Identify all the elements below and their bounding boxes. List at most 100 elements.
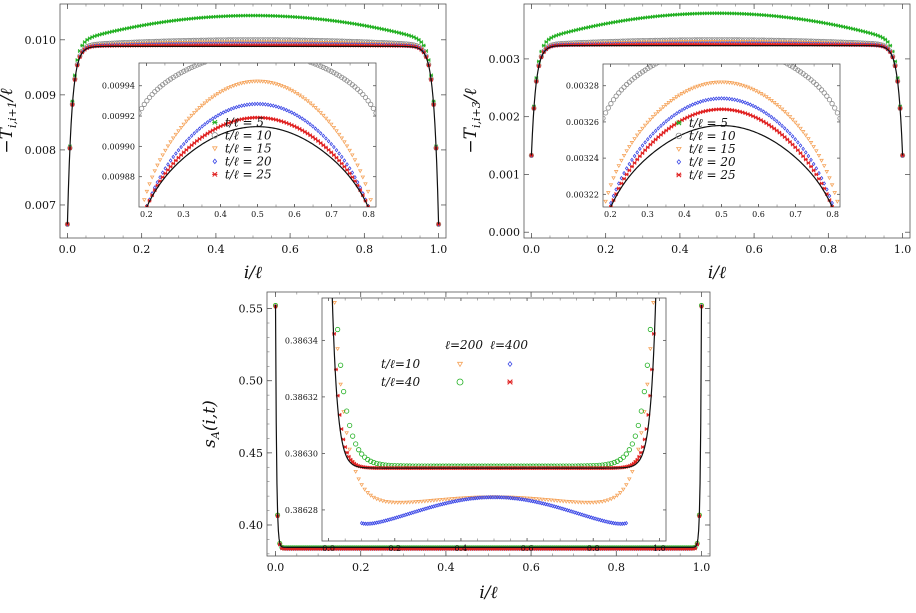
inset-point [297, 93, 302, 98]
series-point [334, 38, 340, 44]
inset-point [816, 153, 822, 158]
inset-point [746, 101, 750, 106]
legend-entry: t/ℓ = 5 [225, 115, 264, 129]
inset-y-axis-label: 0.00990 [102, 142, 135, 151]
inset-point [268, 102, 273, 108]
inset-point [824, 170, 830, 174]
y-axis-label: 0.001 [489, 168, 521, 181]
inset-point [176, 147, 181, 153]
inset-point [629, 141, 635, 145]
inset-point [591, 515, 596, 521]
inset-point [332, 301, 337, 305]
inset-point [674, 95, 680, 100]
inset-point [722, 96, 726, 101]
inset-point [377, 498, 383, 503]
inset-point [551, 498, 557, 503]
inset-point [338, 362, 344, 368]
inset-point [648, 134, 653, 139]
inset-point [242, 102, 247, 108]
inset-point [345, 162, 349, 167]
series-point [650, 37, 656, 44]
inset-point [315, 108, 321, 113]
inset-point [359, 451, 365, 457]
inset-point [360, 91, 366, 98]
inset-point [191, 63, 197, 69]
inset-point [821, 90, 827, 96]
inset-point [356, 447, 362, 453]
inset-point [761, 109, 766, 114]
inset-point [170, 136, 176, 141]
inset-point [645, 145, 650, 150]
series-point [282, 40, 288, 45]
inset-point [611, 495, 617, 500]
inset-point [279, 105, 283, 111]
inset-point [168, 140, 173, 145]
inset-point [624, 520, 629, 526]
inset-point [284, 107, 289, 113]
series-point [213, 40, 219, 45]
inset-y-axis-label: 0.00988 [102, 173, 135, 182]
series-point [151, 38, 157, 45]
inset-point [642, 67, 648, 73]
inset-point [560, 499, 566, 504]
inset-point [635, 422, 641, 429]
inset-point [144, 189, 150, 194]
inset-point [648, 117, 653, 122]
series-point [709, 40, 715, 45]
series-point [206, 40, 211, 45]
inset-point [273, 82, 279, 87]
inset-point [711, 96, 716, 102]
x-axis-label: 1.0 [693, 561, 711, 574]
legend-marker [211, 146, 218, 152]
inset-point [229, 106, 233, 112]
inset-point [407, 500, 413, 505]
inset-point [370, 105, 376, 112]
inset-point [730, 96, 734, 102]
inset-point [637, 154, 642, 159]
inset-point [630, 164, 634, 169]
inset-point [416, 500, 422, 504]
inset-point [706, 81, 711, 86]
inset-point [184, 138, 189, 144]
inset-point [688, 103, 692, 109]
series-point [158, 38, 165, 44]
inset-point [205, 99, 210, 104]
y-axis-label: 0.007 [25, 199, 57, 212]
inset-point [152, 169, 158, 174]
inset-point [365, 189, 371, 194]
inset-point [806, 137, 811, 142]
inset-point [530, 497, 536, 501]
inset-point [344, 431, 349, 436]
inset-point [527, 496, 533, 501]
inset-point [186, 66, 192, 72]
inset-point [168, 158, 173, 163]
series-point [277, 40, 283, 45]
inset-point [639, 431, 644, 436]
inset-point [641, 389, 647, 395]
inset-point [573, 510, 577, 515]
series-point [248, 40, 253, 45]
inset-point [333, 71, 340, 77]
x-axis-label: 0.0 [59, 243, 77, 256]
series-point [773, 37, 779, 43]
inset-x-axis-label: 0.7 [325, 210, 338, 219]
legend-marker [676, 120, 682, 126]
x-axis-label: 0.2 [133, 243, 151, 256]
inset-point [613, 170, 619, 174]
legend-col-header: ℓ=400 [490, 338, 528, 352]
inset-point [647, 64, 654, 70]
inset-point [263, 102, 268, 107]
inset-point [719, 80, 724, 85]
inset-point [814, 149, 819, 154]
inset-point [616, 90, 622, 96]
inset-point [680, 107, 684, 113]
inset-point [790, 134, 795, 139]
inset-point [724, 96, 729, 101]
legend-col-header: ℓ=200 [445, 338, 483, 352]
inset-point [308, 122, 312, 127]
inset-point [257, 79, 263, 84]
inset-point [208, 118, 212, 123]
inset-point [146, 94, 153, 101]
y-axis-label: 0.008 [25, 144, 57, 157]
inset-point [798, 151, 803, 156]
